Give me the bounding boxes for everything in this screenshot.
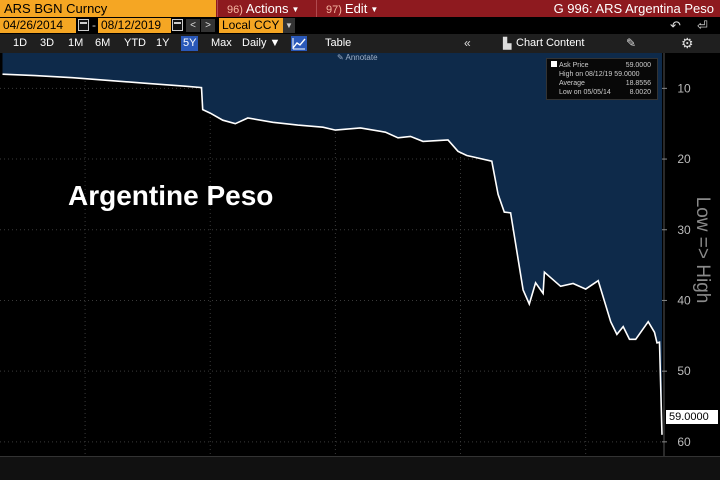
range-1m-button[interactable]: 1M xyxy=(68,37,84,49)
undo-icon[interactable]: ↶ xyxy=(670,18,681,33)
edit-menu-number: 97) xyxy=(326,4,342,16)
y-axis: 10 20 30 40 50 60 xyxy=(662,53,691,456)
line-chart-icon[interactable] xyxy=(291,36,307,51)
legend-average-value: 18.8556 xyxy=(625,80,651,87)
security-title: G 996: ARS Argentina Peso xyxy=(553,1,714,16)
actions-menu-label: Actions xyxy=(245,1,289,16)
collapse-left-icon[interactable]: « xyxy=(464,36,471,50)
edit-menu[interactable]: 97) Edit ▼ xyxy=(316,0,398,17)
last-price-label: 59.0000 xyxy=(666,410,718,424)
chart-content-icon: ▙ xyxy=(503,38,512,50)
range-3d-button[interactable]: 3D xyxy=(40,37,55,49)
ask-price-area xyxy=(2,53,662,435)
chart-content-button[interactable]: Chart Content xyxy=(516,37,585,49)
edit-menu-label: Edit xyxy=(344,1,368,16)
legend-average: Average xyxy=(559,80,585,87)
chevron-right-icon[interactable]: > xyxy=(201,19,215,32)
y-tick-label: 60 xyxy=(677,435,691,449)
currency-select-value: Local CCY xyxy=(222,18,280,32)
range-ytd-button[interactable]: YTD xyxy=(124,37,146,49)
pencil-edit-icon[interactable]: ✎ xyxy=(626,36,637,50)
calendar-icon[interactable] xyxy=(172,19,183,31)
range-max-button[interactable]: Max xyxy=(211,37,232,49)
chevron-left-icon[interactable]: < xyxy=(186,19,200,32)
chevron-down-icon: ▼ xyxy=(283,18,295,33)
range-1d-button[interactable]: 1D xyxy=(13,37,28,49)
caret-down-icon: ▼ xyxy=(370,5,379,15)
gear-icon[interactable]: ⚙ xyxy=(681,35,694,51)
title-bar: ARS BGN Curncy 96) Actions ▼ 97) Edit ▼ G 99… xyxy=(0,0,720,17)
caret-down-icon: ▼ xyxy=(291,5,300,15)
chart-legend[interactable]: Ask Price 59.0000 High on 08/12/19 59.000… xyxy=(546,58,658,100)
legend-low-value: 8.0020 xyxy=(629,89,651,96)
x-axis-bar xyxy=(0,456,720,480)
end-date-field[interactable]: 08/12/2019 xyxy=(98,18,171,33)
actions-menu-number: 96) xyxy=(227,4,243,16)
y-tick-label: 10 xyxy=(677,81,691,95)
legend-swatch xyxy=(551,61,557,67)
annotate-label: Annotate xyxy=(345,53,378,62)
ticker-field[interactable]: ARS BGN Curncy xyxy=(0,0,216,17)
chart-toolbar: 1D 3D 1M 6M YTD 1Y 5Y Max Daily ▼ Table … xyxy=(0,34,720,53)
y-tick-label: 20 xyxy=(677,152,691,166)
frequency-select[interactable]: Daily ▼ xyxy=(242,37,281,49)
currency-select[interactable]: Local CCY ▼ xyxy=(219,18,295,33)
legend-series-value: 59.0000 xyxy=(625,62,651,69)
ask-price-line xyxy=(2,73,663,435)
range-6m-button[interactable]: 6M xyxy=(95,37,111,49)
date-range-bar: 04/26/2014 - 08/12/2019 < > Local CCY ▼ … xyxy=(0,17,720,34)
y-tick-label: 30 xyxy=(677,223,691,237)
calendar-icon[interactable] xyxy=(78,19,89,31)
legend-high: High on 08/12/19 59.0000 xyxy=(559,71,640,78)
actions-menu[interactable]: 96) Actions ▼ xyxy=(217,0,313,17)
redo-icon[interactable]: ⏎ xyxy=(697,18,708,33)
y-tick-label: 50 xyxy=(677,364,691,378)
range-1y-button[interactable]: 1Y xyxy=(156,37,170,49)
date-separator: - xyxy=(92,18,96,32)
y-tick-label: 40 xyxy=(677,293,691,307)
annotate-button[interactable]: ✎ Annotate xyxy=(337,53,378,62)
table-button[interactable]: Table xyxy=(325,37,352,49)
chart-title: Argentine Peso xyxy=(68,180,274,211)
start-date-field[interactable]: 04/26/2014 xyxy=(0,18,76,33)
legend-low: Low on 05/05/14 xyxy=(559,89,611,96)
y-axis-caption: Low => High xyxy=(692,196,713,304)
range-5y-button[interactable]: 5Y xyxy=(181,36,199,51)
legend-series-name: Ask Price xyxy=(559,62,589,69)
